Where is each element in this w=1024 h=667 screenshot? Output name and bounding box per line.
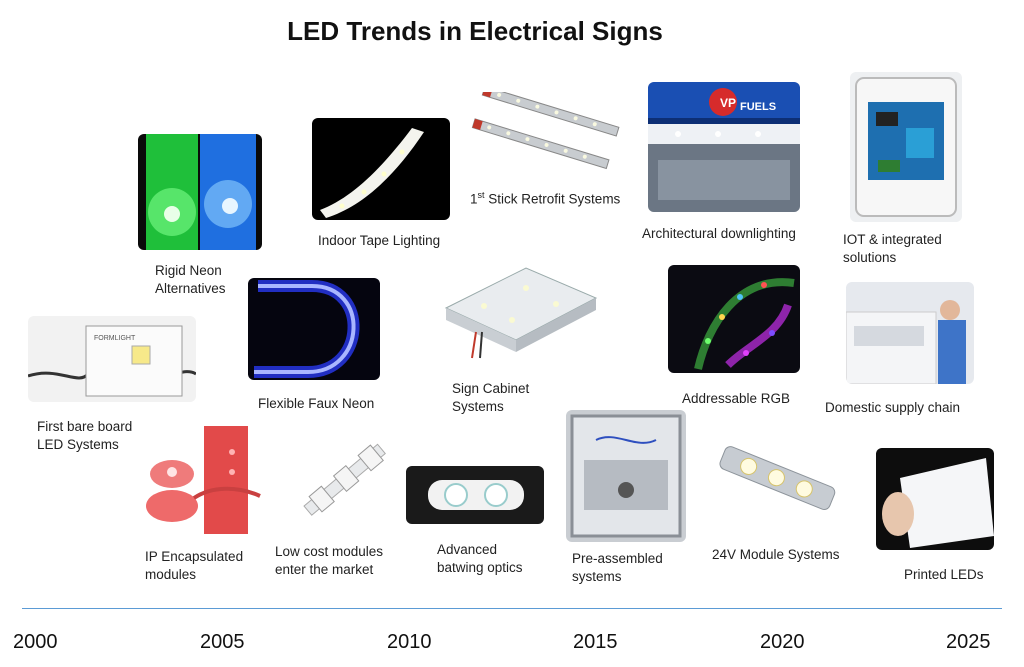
- batwing-optics-label: Advanced batwing optics: [437, 542, 523, 575]
- arch-downlighting-photo: VP FUELS: [648, 82, 800, 212]
- batwing-optics-photo: [406, 466, 544, 524]
- page-title: LED Trends in Electrical Signs: [287, 16, 663, 46]
- addressable-rgb-photo: [668, 265, 800, 373]
- board-brand-text: FORMLIGHT: [94, 335, 136, 342]
- fuels-sign-text: FUELS: [740, 101, 776, 113]
- domestic-supply-photo: [846, 282, 974, 384]
- low-cost-modules-label: Low cost modules enter the market: [275, 544, 384, 577]
- rigid-neon-label: Rigid Neon Alternatives: [155, 263, 226, 296]
- low-cost-modules-photo: [290, 430, 398, 528]
- pre-assembled-photo: [566, 410, 686, 542]
- indoor-tape-label: Indoor Tape Lighting: [318, 233, 441, 248]
- faux-neon-photo: [248, 278, 380, 380]
- stick-retrofit-photo: [470, 92, 620, 174]
- iot-label: IOT & integrated solutions: [843, 232, 942, 265]
- year-2025: 2025: [946, 631, 991, 653]
- ip-encapsulated-photo: [142, 426, 270, 534]
- domestic-supply-label: Domestic supply chain: [825, 400, 961, 415]
- rigid-neon-photo: [138, 134, 262, 250]
- sign-cabinet-photo: [436, 248, 604, 366]
- arch-downlighting-label: Architectural downlighting: [642, 226, 796, 241]
- module-24v-photo: [712, 436, 842, 522]
- ip-encapsulated-label: IP Encapsulated modules: [145, 549, 244, 582]
- stick-retrofit-label: 1st Stick Retrofit Systems: [470, 190, 621, 207]
- iot-photo: [850, 72, 962, 222]
- year-2005: 2005: [200, 631, 245, 653]
- addressable-rgb-label: Addressable RGB: [682, 391, 791, 406]
- timeline-axis: [22, 608, 1002, 609]
- module-24v-label: 24V Module Systems: [712, 547, 840, 562]
- year-2010: 2010: [387, 631, 432, 653]
- pre-assembled-label: Pre-assembled systems: [572, 551, 663, 584]
- year-2000: 2000: [13, 631, 58, 653]
- svg-text:VP: VP: [720, 96, 736, 110]
- bare-board-photo: FORMLIGHT: [28, 316, 196, 402]
- year-2020: 2020: [760, 631, 805, 653]
- printed-leds-photo: [876, 448, 994, 550]
- bare-board-label: First bare board LED Systems: [37, 419, 133, 452]
- printed-leds-label: Printed LEDs: [904, 567, 984, 582]
- sign-cabinet-label: Sign Cabinet Systems: [452, 381, 530, 414]
- faux-neon-label: Flexible Faux Neon: [258, 396, 375, 411]
- indoor-tape-photo: [312, 118, 450, 220]
- year-2015: 2015: [573, 631, 618, 653]
